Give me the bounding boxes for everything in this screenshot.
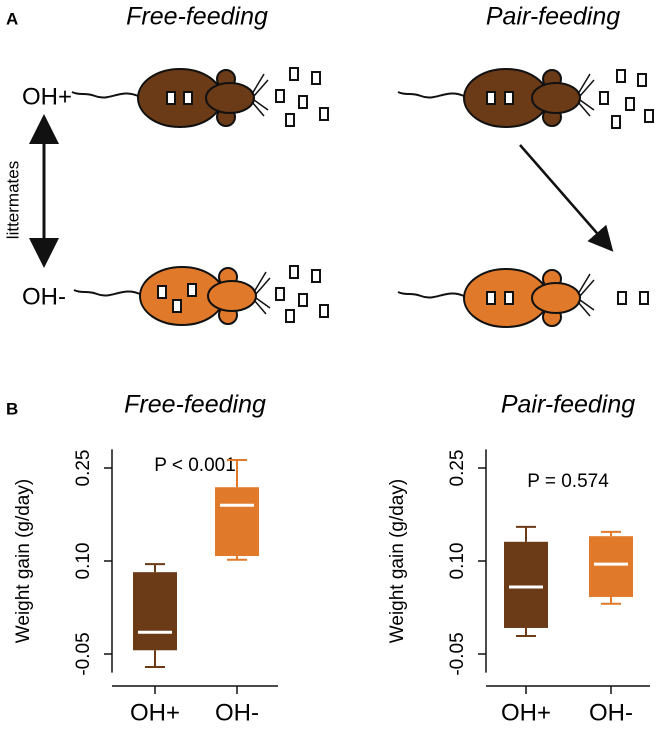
box (133, 563, 177, 669)
y-tick-label: 0.25 (447, 450, 468, 487)
box (589, 530, 633, 605)
panel-label: B (6, 399, 18, 418)
annotation: P = 0.574 (527, 471, 609, 492)
box-body (133, 572, 177, 651)
chart-title: Free-feeding (124, 391, 266, 419)
column-title: Free-feeding (126, 3, 268, 31)
y-axis-label: Weight gain (g/day) (387, 479, 408, 643)
y-tick-label: -0.05 (73, 632, 94, 675)
y-tick-label: -0.05 (447, 632, 468, 675)
y-axis-label: Weight gain (g/day) (13, 479, 34, 643)
box (504, 525, 548, 638)
box-body (504, 541, 548, 628)
y-tick-label: 0.10 (73, 543, 94, 580)
box-body (589, 536, 633, 597)
panel-label: A (6, 9, 18, 28)
mouse-diagram (71, 67, 654, 328)
box-body (215, 487, 259, 557)
arrow-label: littermates (3, 161, 22, 239)
chart-title: Pair-feeding (501, 391, 635, 419)
x-tick-label: OH- (215, 699, 259, 726)
x-tick-label: OH- (589, 699, 633, 726)
x-tick-label: OH+ (501, 699, 551, 726)
row-label: OH- (22, 283, 66, 310)
annotation: P < 0.001 (154, 455, 236, 476)
box (215, 458, 259, 561)
x-tick-label: OH+ (130, 699, 180, 726)
y-tick-label: 0.10 (447, 543, 468, 580)
column-title: Pair-feeding (486, 3, 620, 31)
y-tick-label: 0.25 (73, 450, 94, 487)
row-label: OH+ (22, 83, 72, 110)
